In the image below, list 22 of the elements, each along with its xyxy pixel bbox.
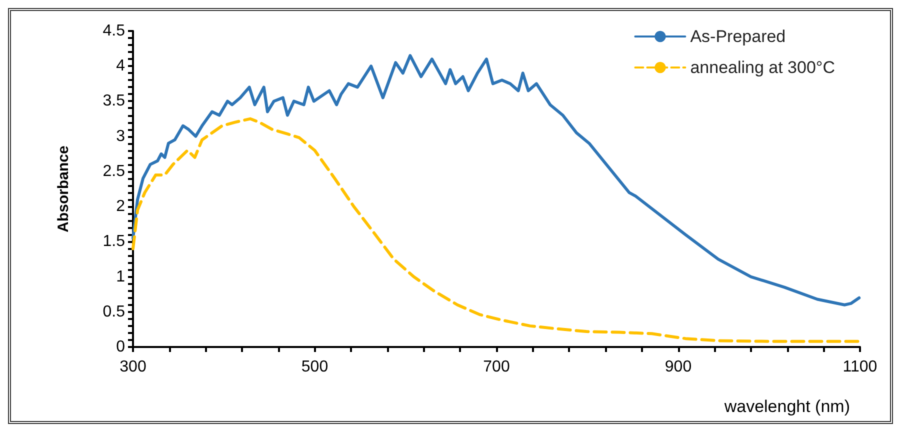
legend-label: As-Prepared (690, 27, 786, 46)
line-series (132, 117, 861, 343)
y-tick-label: 0.5 (102, 303, 126, 320)
x-tick-label: 900 (664, 358, 692, 376)
y-tick-label: 1 (116, 268, 126, 286)
y-tick-label: 4 (116, 58, 126, 75)
y-tick-label: 2.5 (102, 162, 126, 180)
y-tick-label: 0 (116, 338, 126, 356)
y-tick-label: 3 (116, 128, 126, 145)
x-tick-label: 1100 (842, 358, 878, 376)
x-tick-label: 700 (483, 358, 510, 376)
chart-frame: wavelenght (nm) Absorbance 0 0.5 1 1.5 2 2.5 3 3.5 4 4.5 300 500 700 900 1100 As-Prepared annealing at 300°C (8, 8, 893, 424)
y-tick-label: 2 (116, 198, 126, 216)
x-tick-label: 300 (120, 358, 146, 376)
line-series (132, 54, 861, 306)
y-tick-label: 4.5 (102, 22, 126, 40)
x-tick-label: 500 (301, 358, 328, 376)
x-axis-title: wavelenght (nm) (723, 397, 850, 416)
y-tick-label: 1.5 (102, 233, 126, 250)
legend-label: annealing at 300°C (690, 58, 836, 77)
y-axis-title: Absorbance (55, 146, 72, 232)
y-tick-label: 3.5 (102, 92, 126, 110)
